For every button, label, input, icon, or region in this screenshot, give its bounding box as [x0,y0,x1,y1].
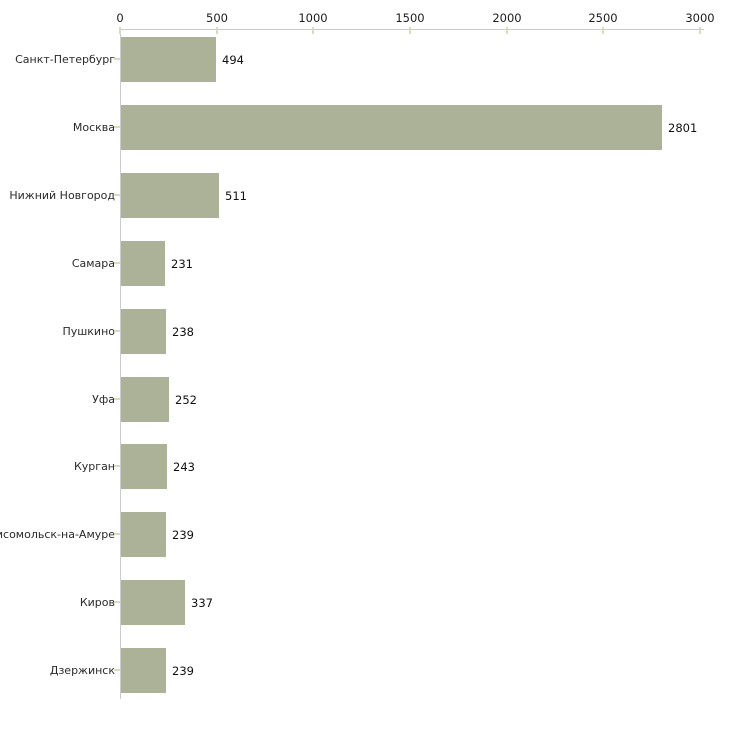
category-label: Курган [73,460,115,473]
category-tick-mark [114,398,120,400]
x-tick-mark [409,27,411,34]
x-tick-label: 500 [206,11,228,25]
bar [121,580,185,625]
bar [121,309,166,354]
category-tick-mark [114,330,120,332]
x-tick-mark [602,27,604,34]
x-axis-line [120,29,704,30]
category-tick-mark [114,601,120,603]
x-tick-label: 3000 [685,11,715,25]
x-tick-label: 1500 [395,11,425,25]
bar [121,377,169,422]
bar-value-label: 337 [191,595,213,610]
bar [121,512,166,557]
x-tick-label: 2000 [492,11,522,25]
x-tick-mark [506,27,508,34]
category-label: Киров [79,596,115,609]
category-label: Пушкино [62,325,115,338]
bar-value-label: 243 [173,459,195,474]
bar-value-label: 239 [172,663,194,678]
category-tick-mark [114,669,120,671]
x-tick-mark [216,27,218,34]
bar-value-label: 511 [225,188,247,203]
category-label: Москва [72,121,115,134]
x-tick-mark [699,27,701,34]
bar-value-label: 231 [171,256,193,271]
category-label: Уфа [92,393,115,406]
x-tick-label: 1000 [298,11,328,25]
x-tick-label: 2500 [588,11,618,25]
category-label: мсомольск-на-Амуре [0,528,115,541]
bar-value-label: 239 [172,527,194,542]
category-tick-mark [114,126,120,128]
category-tick-mark [114,58,120,60]
category-tick-mark [114,465,120,467]
bar [121,444,167,489]
bar [121,105,662,150]
bar-value-label: 2801 [668,120,698,135]
x-tick-mark [119,27,121,34]
category-label: Санкт-Петербург [15,53,115,66]
x-tick-label: 0 [116,11,124,25]
category-tick-mark [114,533,120,535]
category-label: Самара [71,257,115,270]
category-tick-mark [114,262,120,264]
x-tick-mark [312,27,314,34]
bar-value-label: 252 [175,392,197,407]
bar [121,648,166,693]
bar [121,173,219,218]
y-axis-line [120,29,121,699]
bar-value-label: 494 [222,52,244,67]
category-label: Нижний Новгород [9,189,115,202]
category-label: Дзержинск [49,664,115,677]
bar [121,37,216,82]
bar [121,241,165,286]
bar-value-label: 238 [172,324,194,339]
category-tick-mark [114,194,120,196]
